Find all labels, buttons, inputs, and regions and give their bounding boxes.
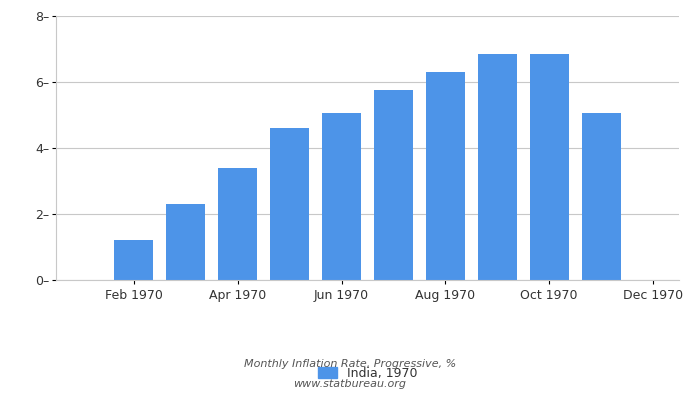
Bar bbox=[270, 128, 309, 280]
Bar bbox=[582, 113, 621, 280]
Bar bbox=[218, 168, 257, 280]
Text: Monthly Inflation Rate, Progressive, %: Monthly Inflation Rate, Progressive, % bbox=[244, 359, 456, 369]
Bar bbox=[478, 54, 517, 280]
Legend: India, 1970: India, 1970 bbox=[313, 362, 422, 385]
Bar bbox=[374, 90, 413, 280]
Bar bbox=[167, 204, 205, 280]
Bar bbox=[530, 54, 568, 280]
Bar bbox=[426, 72, 465, 280]
Text: www.statbureau.org: www.statbureau.org bbox=[293, 379, 407, 389]
Bar bbox=[322, 113, 361, 280]
Bar bbox=[114, 240, 153, 280]
